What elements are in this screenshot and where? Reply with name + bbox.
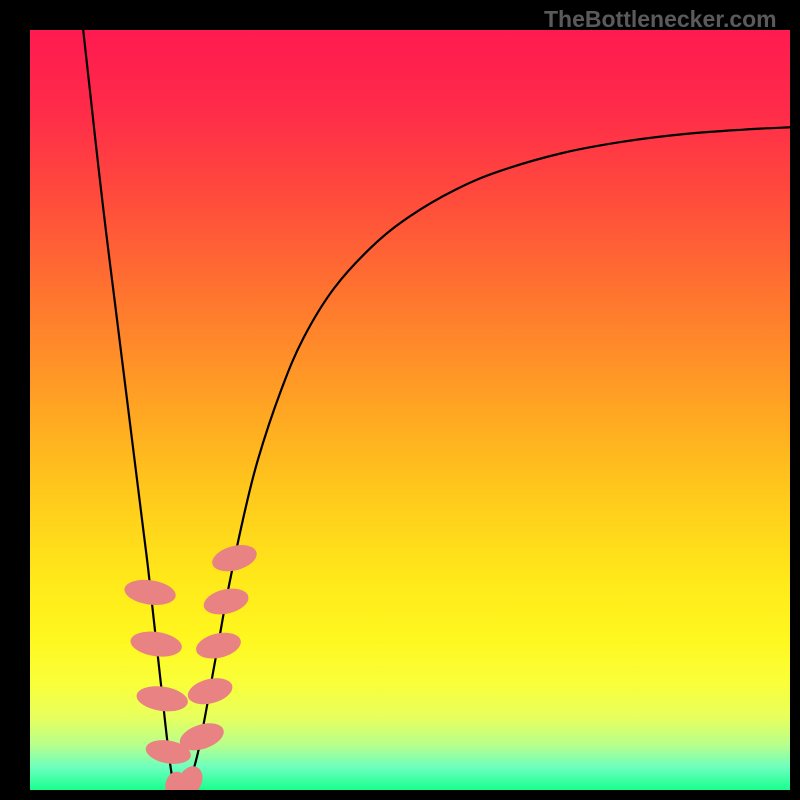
watermark-text: TheBottlenecker.com — [544, 6, 777, 33]
plot-area — [30, 30, 790, 790]
gradient-background — [30, 30, 790, 790]
stage: TheBottlenecker.com — [0, 0, 800, 800]
